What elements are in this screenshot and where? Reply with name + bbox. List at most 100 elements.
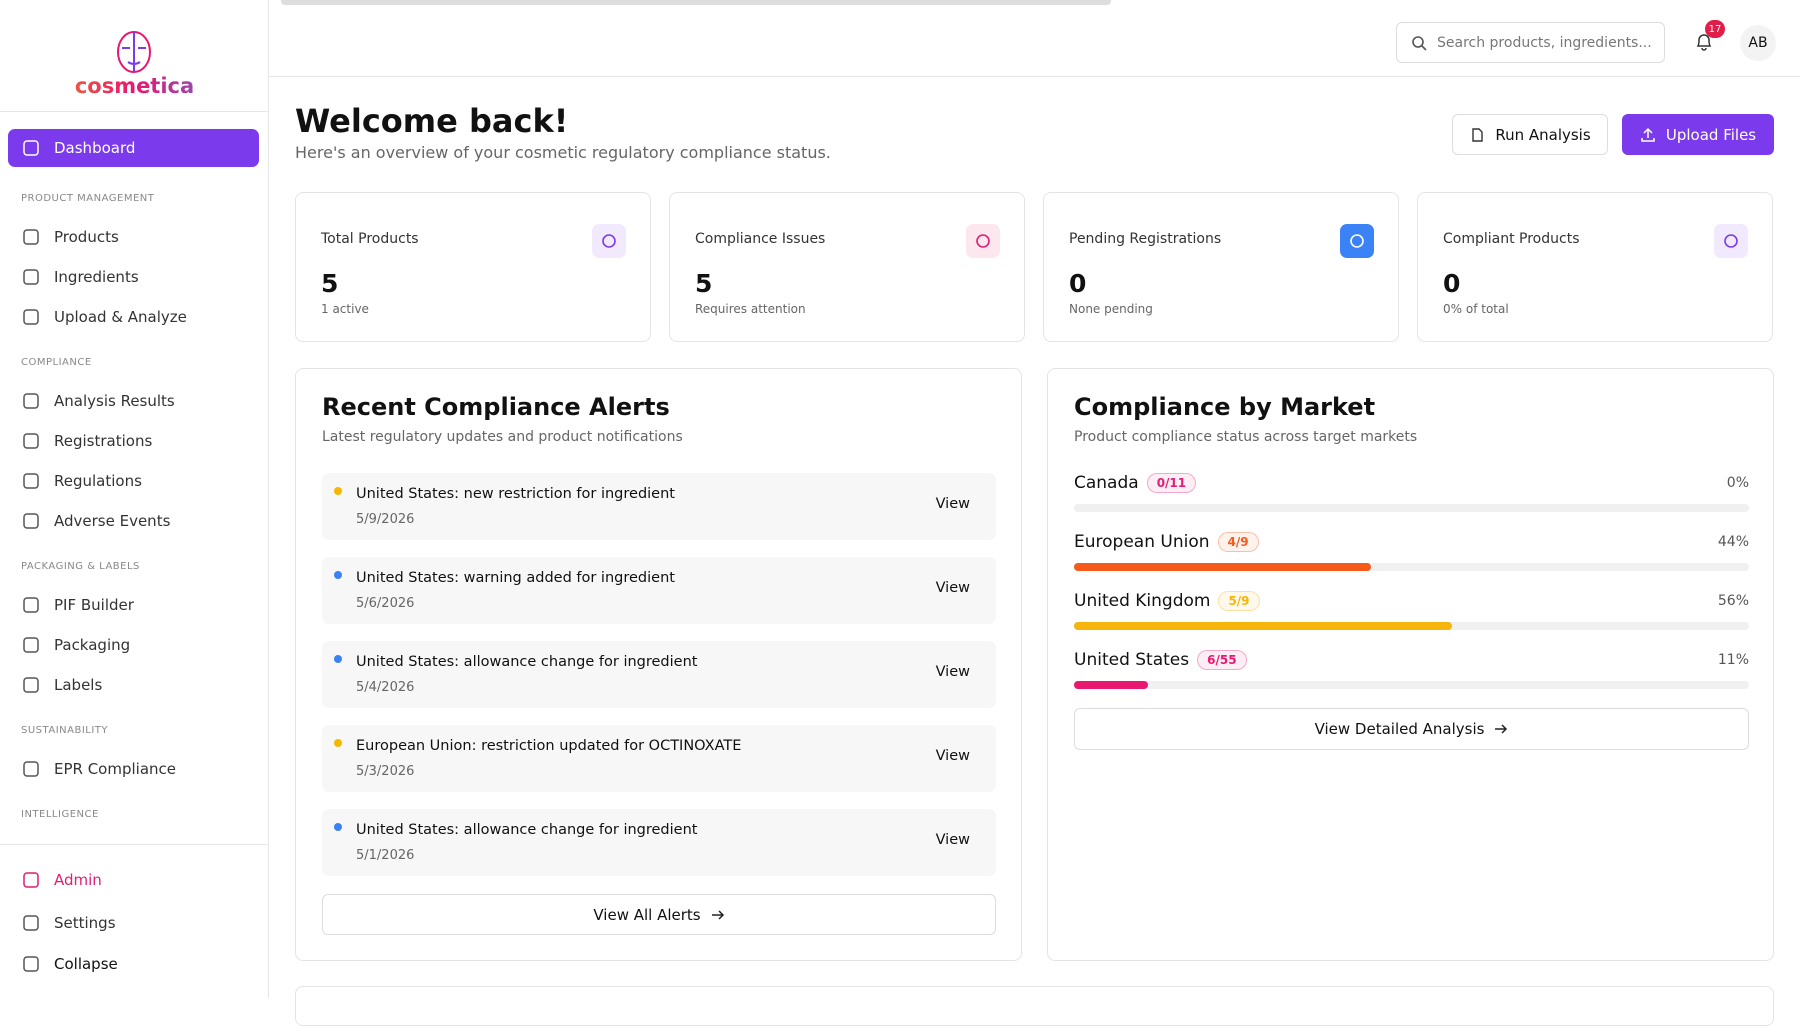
nav-label: Ingredients [54, 268, 139, 286]
panel-title: Compliance by Market [1074, 393, 1376, 421]
market-badge: 6/55 [1197, 650, 1247, 670]
nav-icon [23, 513, 39, 529]
stat-value: 0 [1069, 269, 1087, 298]
brand: cosmetica [0, 74, 269, 98]
nav-label: Analysis Results [54, 392, 175, 410]
stat-value: 5 [321, 269, 339, 298]
alert-date: 5/6/2026 [356, 596, 415, 611]
nav-label: PIF Builder [54, 596, 134, 614]
progress-bar [1074, 681, 1149, 689]
search-icon [1412, 35, 1427, 51]
market-head: Canada 0/11 [1074, 473, 1749, 493]
market-percent: 56% [1717, 593, 1749, 609]
alert-text: European Union: restriction updated for … [356, 738, 742, 754]
nav-label: Dashboard [54, 139, 136, 157]
alert-item: United States: allowance change for ingr… [322, 641, 996, 708]
nav-icon [23, 433, 39, 449]
status-dot [334, 739, 342, 747]
icon [1641, 127, 1655, 142]
alert-date: 5/3/2026 [356, 764, 415, 779]
stat-icon [592, 224, 626, 258]
nav-item[interactable]: Ingredients [8, 258, 259, 296]
nav-item[interactable]: Admin [8, 861, 259, 899]
nav-label: Labels [54, 676, 103, 694]
nav-label: Collapse [54, 955, 118, 973]
nav-item[interactable]: Regulations [8, 462, 259, 500]
icon [1472, 127, 1484, 142]
view-link[interactable]: View [935, 580, 970, 596]
alert-item: United States: allowance change for ingr… [322, 809, 996, 876]
view-link[interactable]: View [935, 496, 970, 512]
stat-note: 1 active [321, 302, 369, 316]
stat-card: Pending Registrations 0 None pending [1043, 192, 1399, 342]
next-panel [295, 986, 1774, 1026]
nav-label: Admin [54, 871, 102, 889]
view-detailed-analysis[interactable]: View Detailed Analysis [1074, 708, 1749, 750]
nav-icon [23, 637, 39, 653]
view-link[interactable]: View [935, 832, 970, 848]
nav-item[interactable]: Packaging [8, 626, 259, 664]
page-title: Welcome back! [295, 102, 569, 140]
nav-item[interactable]: Settings [8, 904, 259, 942]
nav-item[interactable]: Upload & Analyze [8, 298, 259, 336]
stat-label: Pending Registrations [1069, 231, 1222, 247]
upload-files-button[interactable]: Upload Files [1622, 114, 1774, 155]
panel-subtitle: Latest regulatory updates and product no… [322, 429, 683, 445]
arrow-icon [711, 909, 724, 920]
market-row: European Union 4/9 44% [1074, 532, 1749, 576]
status-dot [334, 487, 342, 495]
market-row: United States 6/55 11% [1074, 650, 1749, 694]
markets-panel: Compliance by Market Product compliance … [1047, 368, 1774, 961]
alert-item: United States: new restriction for ingre… [322, 473, 996, 540]
nav-item[interactable]: Collapse [8, 945, 259, 983]
view-link[interactable]: View [935, 664, 970, 680]
panel-subtitle: Product compliance status across target … [1074, 429, 1418, 445]
alert-text: United States: warning added for ingredi… [356, 570, 675, 586]
nav-icon [23, 473, 39, 489]
nav-item[interactable]: Adverse Events [8, 502, 259, 540]
progress-track [1074, 504, 1749, 512]
market-percent: 0% [1726, 475, 1749, 491]
nav-item[interactable]: Analysis Results [8, 382, 259, 420]
divider [0, 844, 269, 845]
nav-item[interactable]: Labels [8, 666, 259, 704]
stat-note: Requires attention [695, 302, 806, 316]
avatar[interactable]: AB [1740, 25, 1776, 61]
nav-item[interactable]: Dashboard [8, 129, 259, 167]
button-label: Upload Files [1665, 125, 1757, 144]
alert-text: United States: allowance change for ingr… [356, 822, 698, 838]
nav-label: Settings [54, 914, 116, 932]
nav-icon [23, 393, 39, 409]
nav-item[interactable]: PIF Builder [8, 586, 259, 624]
run-analysis-button[interactable]: Run Analysis [1452, 114, 1608, 155]
nav-item[interactable]: EPR Compliance [8, 750, 259, 788]
nav-item[interactable]: Products [8, 218, 259, 256]
view-all-alerts[interactable]: View All Alerts [322, 894, 996, 935]
nav-icon [23, 140, 39, 156]
search-box[interactable]: Search products, ingredients... [1396, 22, 1665, 63]
nav-item[interactable]: Registrations [8, 422, 259, 460]
section-label: INTELLIGENCE [21, 809, 99, 820]
stat-label: Compliant Products [1443, 231, 1580, 247]
market-badge: 0/11 [1146, 473, 1197, 493]
market-head: European Union 4/9 [1074, 532, 1749, 552]
stat-label: Compliance Issues [695, 231, 826, 247]
stat-icon [1340, 224, 1374, 258]
section-label: PRODUCT MANAGEMENT [21, 193, 155, 204]
alert-date: 5/4/2026 [356, 680, 415, 695]
arrow-icon [1495, 724, 1508, 734]
alert-text: United States: new restriction for ingre… [356, 486, 675, 502]
nav-label: Upload & Analyze [54, 308, 187, 326]
alert-item: European Union: restriction updated for … [322, 725, 996, 792]
logo-icon [117, 31, 151, 73]
progress-track [1074, 622, 1749, 630]
panel-title: Recent Compliance Alerts [322, 393, 670, 421]
nav-icon [23, 597, 39, 613]
market-head: United States 6/55 [1074, 650, 1749, 670]
stat-card: Compliance Issues 5 Requires attention [669, 192, 1025, 342]
bell-icon[interactable] [1695, 32, 1713, 52]
nav-label: Products [54, 228, 119, 246]
market-percent: 11% [1717, 652, 1749, 668]
stat-card: Compliant Products 0 0% of total [1417, 192, 1773, 342]
view-link[interactable]: View [935, 748, 970, 764]
